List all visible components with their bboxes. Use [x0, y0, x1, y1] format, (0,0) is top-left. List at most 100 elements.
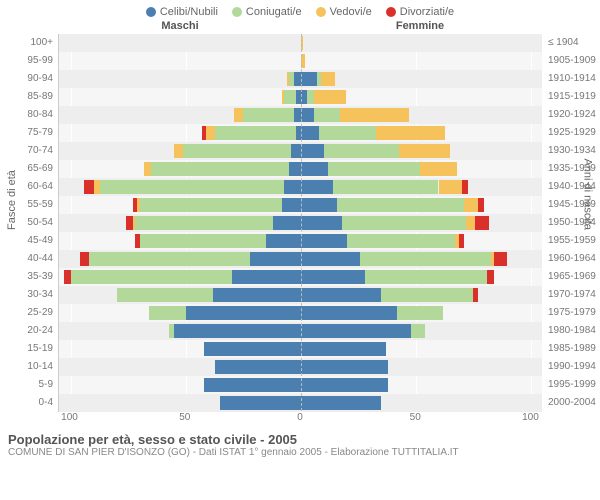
age-label: 35-39: [1, 268, 57, 286]
bar-female-div: [487, 270, 494, 284]
x-axis-ticks: 10050050100: [58, 412, 542, 426]
bar-female-cel: [301, 306, 398, 320]
birth-label: 1930-1934: [544, 142, 600, 160]
birth-label: 1935-1939: [544, 160, 600, 178]
bar-female-con: [319, 126, 377, 140]
age-label: 85-89: [1, 88, 57, 106]
legend-label: Celibi/Nubili: [160, 6, 218, 18]
bar-male-cel: [186, 306, 301, 320]
age-label: 25-29: [1, 304, 57, 322]
bar-male-cel: [204, 378, 301, 392]
bar-female-cel: [301, 396, 381, 410]
bar-female-div: [494, 252, 508, 266]
bar-male-ved: [234, 108, 243, 122]
bar-female-div: [475, 216, 489, 230]
bar-female-ved: [314, 90, 346, 104]
birth-label: 1985-1989: [544, 340, 600, 358]
age-label: 100+: [1, 34, 57, 52]
chart-footer: Popolazione per età, sesso e stato civil…: [0, 426, 600, 458]
bar-male-cel: [232, 270, 301, 284]
age-label: 40-44: [1, 250, 57, 268]
age-label: 10-14: [1, 358, 57, 376]
bar-male-ved: [287, 72, 289, 86]
x-tick: 100: [522, 412, 539, 423]
bar-male-cel: [284, 180, 300, 194]
header-female: Femmine: [300, 20, 540, 32]
age-label: 0-4: [1, 394, 57, 412]
age-label: 75-79: [1, 124, 57, 142]
gender-headers: Maschi Femmine: [0, 20, 600, 34]
age-label: 30-34: [1, 286, 57, 304]
birth-label: 1910-1914: [544, 70, 600, 88]
age-label: 90-94: [1, 70, 57, 88]
legend-item: Divorziati/e: [386, 6, 454, 18]
bar-male-div: [133, 198, 138, 212]
bar-male-div: [126, 216, 133, 230]
bar-male-con: [289, 72, 294, 86]
bar-female-cel: [301, 72, 317, 86]
birth-label: 1980-1984: [544, 322, 600, 340]
bar-female-con: [411, 324, 425, 338]
birth-label: 1920-1924: [544, 106, 600, 124]
chart-subtitle: COMUNE DI SAN PIER D'ISONZO (GO) - Dati …: [8, 447, 592, 458]
bar-female-div: [462, 180, 469, 194]
bar-female-con: [365, 270, 487, 284]
birth-label: 1970-1974: [544, 286, 600, 304]
bar-female-cel: [301, 126, 319, 140]
bar-male-con: [243, 108, 294, 122]
bar-female-div: [478, 198, 485, 212]
bar-male-con: [89, 252, 250, 266]
bar-male-ved: [133, 216, 135, 230]
age-label: 20-24: [1, 322, 57, 340]
birth-label: 1975-1979: [544, 304, 600, 322]
x-tick: 100: [61, 412, 78, 423]
bar-female-ved: [420, 162, 457, 176]
bar-male-div: [64, 270, 71, 284]
bar-male-cel: [213, 288, 300, 302]
bar-female-cel: [301, 90, 308, 104]
bar-female-con: [314, 108, 339, 122]
x-tick: 50: [410, 412, 421, 423]
bar-female-con: [328, 162, 420, 176]
bar-male-con: [284, 90, 296, 104]
bar-female-cel: [301, 162, 329, 176]
birth-label: ≤ 1904: [544, 34, 600, 52]
bar-female-ved: [376, 126, 445, 140]
birth-label: 1990-1994: [544, 358, 600, 376]
bar-male-cel: [294, 108, 301, 122]
bar-female-cel: [301, 288, 381, 302]
bar-male-con: [149, 306, 186, 320]
age-label: 70-74: [1, 142, 57, 160]
bar-male-con: [140, 198, 283, 212]
bar-female-con: [360, 252, 491, 266]
header-male: Maschi: [60, 20, 300, 32]
age-label: 60-64: [1, 178, 57, 196]
bar-female-con: [347, 234, 455, 248]
bar-female-con: [381, 288, 473, 302]
bar-female-div: [459, 234, 464, 248]
birth-label: 1960-1964: [544, 250, 600, 268]
bar-female-ved: [439, 180, 462, 194]
birth-label: 1940-1944: [544, 178, 600, 196]
bar-male-div: [80, 252, 89, 266]
age-label: 45-49: [1, 232, 57, 250]
bar-male-con: [215, 126, 295, 140]
bar-female-ved: [321, 72, 335, 86]
birth-label: 1950-1954: [544, 214, 600, 232]
bar-female-cel: [301, 108, 315, 122]
bar-male-con: [151, 162, 289, 176]
bar-female-cel: [301, 270, 365, 284]
bar-male-cel: [294, 72, 301, 86]
bar-female-con: [342, 216, 466, 230]
birth-label: 1925-1929: [544, 124, 600, 142]
bar-male-ved: [282, 90, 284, 104]
bar-female-con: [307, 90, 314, 104]
age-label: 50-54: [1, 214, 57, 232]
bar-male-con: [140, 234, 267, 248]
bar-female-cel: [301, 198, 338, 212]
birth-label: 1995-1999: [544, 376, 600, 394]
bar-male-cel: [220, 396, 300, 410]
bar-male-cel: [250, 252, 301, 266]
x-tick: 50: [179, 412, 190, 423]
bar-female-cel: [301, 216, 342, 230]
